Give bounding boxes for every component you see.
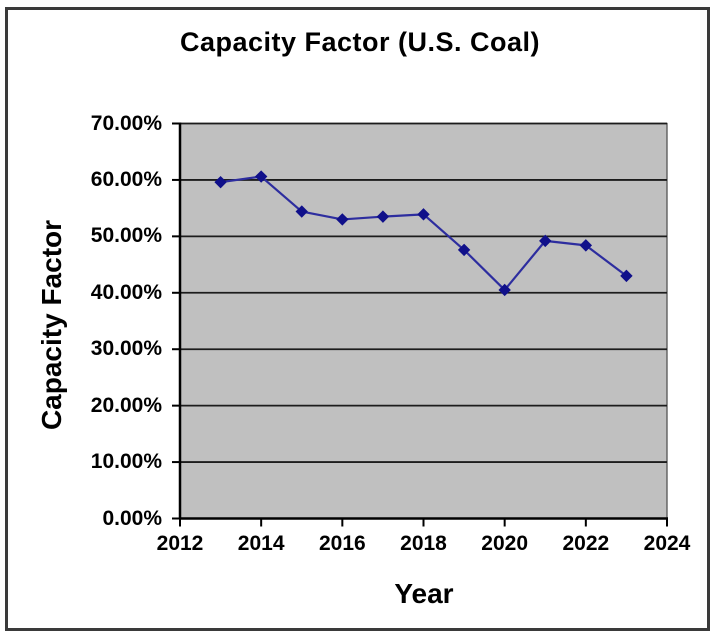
y-tick-label: 70.00%	[90, 111, 162, 135]
data-point-marker-2021	[539, 234, 552, 248]
x-tick-label: 2024	[643, 532, 691, 555]
data-point-marker-2020	[498, 283, 511, 297]
data-point-marker-2016	[336, 213, 349, 226]
x-tick-label: 2018	[400, 532, 447, 555]
x-axis-title: Year	[394, 578, 454, 609]
data-point-marker-2018	[417, 208, 430, 221]
x-tick-label: 2012	[156, 532, 204, 555]
y-tick-label: 0.00%	[102, 506, 162, 530]
x-tick-label: 2016	[318, 532, 366, 555]
x-tick-label: 2020	[481, 532, 529, 555]
y-tick-label: 60.00%	[90, 167, 162, 191]
y-tick-label: 30.00%	[90, 337, 162, 361]
y-axis-title: Capacity Factor	[36, 219, 67, 431]
data-point-marker-2019	[457, 243, 471, 257]
data-point-marker-2015	[295, 205, 308, 218]
y-tick-label: 40.00%	[90, 280, 162, 304]
data-point-marker-2022	[579, 239, 593, 252]
y-tick-label: 10.00%	[90, 450, 162, 474]
x-tick-label: 2014	[237, 532, 285, 555]
chart-title: Capacity Factor (U.S. Coal)	[179, 27, 541, 57]
data-point-marker-2014	[254, 170, 268, 183]
data-point-marker-2013	[214, 175, 227, 189]
data-point-marker-2017	[376, 210, 390, 223]
plot-background	[179, 122, 668, 520]
x-tick-label: 2022	[562, 532, 610, 555]
y-tick-label: 20.00%	[90, 393, 162, 417]
y-tick-label: 50.00%	[90, 224, 162, 248]
data-point-marker-2023	[620, 269, 633, 283]
